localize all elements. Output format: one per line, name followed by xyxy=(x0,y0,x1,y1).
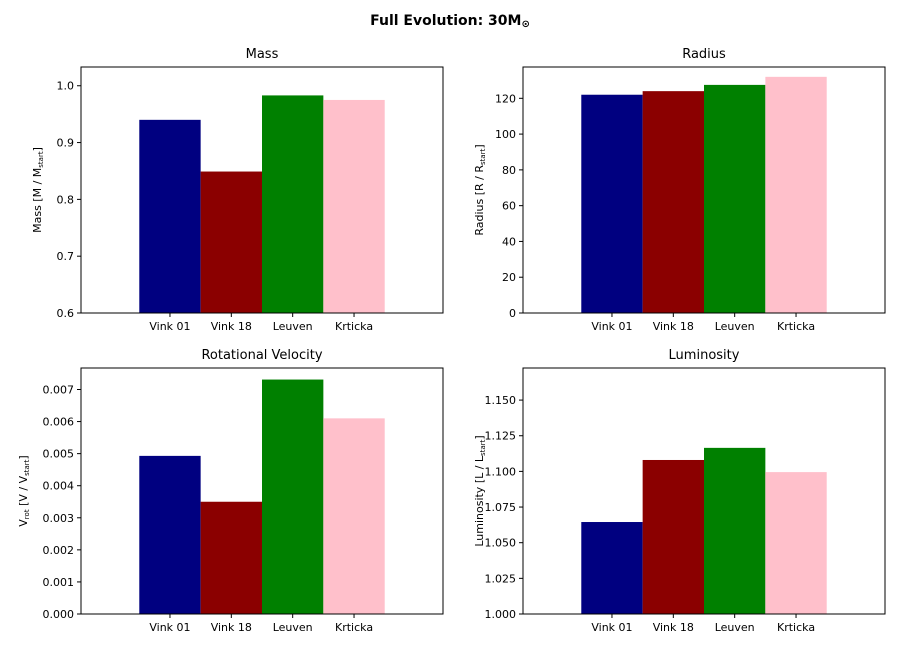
y-tick-label: 1.025 xyxy=(485,572,517,585)
chart-panel-1: Radius 0 20 40 60 80 100 120 Vink 01 Vink 18 Leuve… xyxy=(473,47,886,333)
x-tick-label: Leuven xyxy=(715,621,755,634)
bar-vink-01 xyxy=(581,522,643,614)
x-tick-label: Krticka xyxy=(777,320,815,333)
x-tick-label: Vink 01 xyxy=(591,621,632,634)
subplot-title: Mass xyxy=(246,47,279,62)
y-tick-label: 80 xyxy=(502,164,516,177)
x-tick-label: Vink 18 xyxy=(653,320,694,333)
y-axis-label: Luminosity [L / Lstart] xyxy=(473,435,487,546)
bar-vink-18 xyxy=(642,91,704,313)
y-tick-label: 100 xyxy=(495,128,516,141)
y-tick-label: 0.005 xyxy=(43,448,75,461)
axes-frame xyxy=(522,367,886,615)
bar-leuven xyxy=(262,95,324,313)
y-axis-label: Vrot [V / Vstart] xyxy=(17,455,31,526)
x-tick-label: Krticka xyxy=(335,320,373,333)
y-tick-label: 0.9 xyxy=(57,137,75,150)
bar-krticka xyxy=(323,99,385,313)
bar-vink-18 xyxy=(642,459,704,614)
bar-vink-01 xyxy=(581,94,643,313)
y-tick-label: 1.150 xyxy=(485,394,517,407)
y-tick-label: 40 xyxy=(502,235,516,248)
y-tick-label: 60 xyxy=(502,200,516,213)
x-tick-label: Vink 18 xyxy=(211,621,252,634)
y-tick-label: 0.000 xyxy=(43,608,75,621)
y-axis-label: Mass [M / Mstart] xyxy=(31,147,45,233)
y-tick-label: 1.125 xyxy=(485,430,517,443)
bar-leuven xyxy=(704,447,766,614)
bar-krticka xyxy=(765,76,827,313)
y-tick-label: 0.001 xyxy=(43,576,75,589)
y-tick-label: 0.007 xyxy=(43,383,75,396)
y-tick-label: 1.050 xyxy=(485,537,517,550)
chart-panel-0: Mass 0.6 0.7 0.8 0.9 1.0 Vink 01 Vink 18 Leuven K… xyxy=(31,47,444,333)
x-tick-label: Vink 18 xyxy=(211,320,252,333)
y-tick-label: 0 xyxy=(509,307,516,320)
x-tick-label: Krticka xyxy=(335,621,373,634)
x-tick-label: Krticka xyxy=(777,621,815,634)
y-axis-label: Radius [R / Rstart] xyxy=(473,144,487,235)
y-tick-label: 0.003 xyxy=(43,512,75,525)
bar-krticka xyxy=(323,418,385,614)
figure-title: Full Evolution: 30M⊙ xyxy=(370,13,530,30)
y-tick-label: 1.0 xyxy=(57,80,75,93)
x-tick-label: Vink 01 xyxy=(591,320,632,333)
bar-vink-18 xyxy=(200,171,262,313)
bar-krticka xyxy=(765,472,827,614)
axes-frame xyxy=(80,66,444,314)
axes-frame xyxy=(522,66,886,314)
x-tick-label: Vink 18 xyxy=(653,621,694,634)
axes-frame xyxy=(80,367,444,615)
y-tick-label: 120 xyxy=(495,92,516,105)
sun-symbol: ⊙ xyxy=(521,19,529,30)
y-tick-label: 1.100 xyxy=(485,465,517,478)
x-tick-label: Leuven xyxy=(273,320,313,333)
x-tick-label: Vink 01 xyxy=(149,621,190,634)
y-tick-label: 1.000 xyxy=(485,608,517,621)
x-tick-label: Leuven xyxy=(715,320,755,333)
subplot-title: Luminosity xyxy=(669,348,740,363)
bar-vink-18 xyxy=(200,501,262,614)
y-tick-label: 0.7 xyxy=(57,250,75,263)
y-tick-label: 0.004 xyxy=(43,480,75,493)
subplot-title: Radius xyxy=(682,47,726,62)
chart-panel-3: Luminosity 1.000 1.025 1.050 1.075 1.100 1.125… xyxy=(473,348,886,634)
x-tick-label: Leuven xyxy=(273,621,313,634)
y-tick-label: 20 xyxy=(502,271,516,284)
x-tick-label: Vink 01 xyxy=(149,320,190,333)
subplot-title: Rotational Velocity xyxy=(201,348,322,363)
bar-vink-01 xyxy=(139,455,201,614)
y-tick-label: 1.075 xyxy=(485,501,517,514)
y-tick-label: 0.8 xyxy=(57,193,75,206)
bar-leuven xyxy=(262,379,324,614)
y-tick-label: 0.006 xyxy=(43,416,75,429)
y-tick-label: 0.6 xyxy=(57,307,75,320)
bar-vink-01 xyxy=(139,119,201,313)
chart-panel-2: Rotational Velocity 0.000 0.001 0.002 0.003 0… xyxy=(17,348,444,634)
y-tick-label: 0.002 xyxy=(43,544,75,557)
bar-leuven xyxy=(704,84,766,314)
